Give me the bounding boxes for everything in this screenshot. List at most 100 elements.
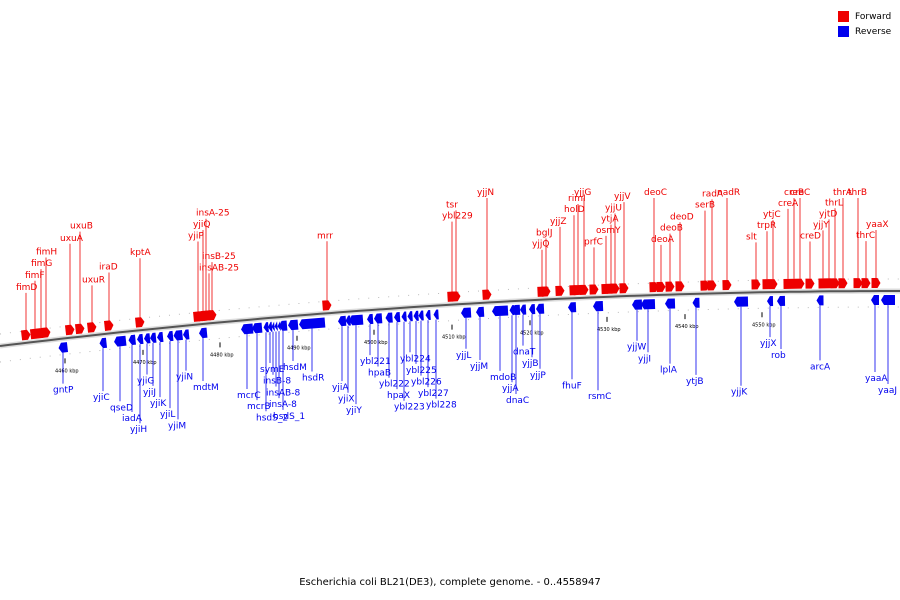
reverse-gene [641,299,656,310]
forward-gene-arrow [322,300,332,311]
reverse-gene-arrow [268,321,273,332]
reverse-gene-arrow [167,330,174,342]
reverse-gene [299,317,326,330]
reverse-gene [137,333,144,345]
reverse-gene-arrow [641,299,656,310]
forward-guide-line [0,278,900,335]
forward-gene-label: deoA [651,235,675,245]
reverse-gene-label: hsdS_1 [273,412,305,422]
forward-gene-arrow [74,323,85,335]
reverse-gene-label: fhuF [562,381,582,391]
reverse-swatch [838,26,849,37]
forward-gene [722,279,732,291]
forward-gene [853,278,863,289]
forward-gene-label: trpR [757,221,776,231]
reverse-gene-label: yjjX [760,339,777,349]
reverse-gene-arrow [665,298,676,309]
forward-gene-label: rimI [568,194,586,204]
reverse-gene [114,335,127,347]
tick-label: 4550 kbp [752,322,776,328]
reverse-gene [881,294,896,306]
forward-gene-label: yjtD [819,209,837,219]
reverse-gene-label: symE [260,365,285,375]
forward-gene-arrow [541,286,551,297]
forward-gene [665,281,675,292]
reverse-gene-arrow [241,323,254,335]
legend-reverse: Reverse [838,24,891,39]
reverse-gene-arrow [734,296,749,307]
forward-gene [20,329,31,341]
forward-gene-arrow [656,281,666,293]
reverse-gene-label: yjiN [176,373,193,383]
tick-label: 4500 kbp [364,340,388,346]
reverse-gene [349,314,364,326]
tick-label: 4490 kbp [287,346,311,352]
forward-gene-label: fimF [25,271,45,281]
forward-gene-arrow [207,309,217,321]
reverse-gene-label: yjiM [168,421,186,431]
reverse-gene [274,321,278,332]
forward-gene-arrow [707,280,717,291]
reverse-gene [568,302,577,313]
forward-gene-label: thrA [833,188,853,198]
reverse-gene-arrow [418,310,424,321]
reverse-gene [461,307,472,318]
forward-gene [555,285,565,297]
reverse-gene [150,332,157,343]
forward-swatch [838,11,849,22]
reverse-gene-arrow [425,309,431,321]
reverse-gene [263,322,269,333]
forward-gene-arrow [20,329,31,341]
reverse-gene-label: hsdS_2 [256,413,288,423]
reverse-gene-label: rsmC [588,392,611,402]
reverse-gene-arrow [385,312,393,323]
reverse-gene [407,311,413,322]
reverse-gene-arrow [114,335,127,347]
reverse-gene-label: yjjW [627,343,646,353]
reverse-gene [157,331,164,343]
reverse-gene-arrow [692,297,700,308]
reverse-gene-label: hpaB [368,369,391,379]
forward-gene-arrow [103,320,114,331]
forward-gene-label: deoC [644,188,667,198]
forward-gene-arrow [482,289,492,300]
reverse-gene-arrow [173,329,183,341]
forward-gene-label: uxuB [70,222,93,232]
forward-gene [795,278,805,289]
reverse-gene-arrow [536,303,545,314]
reverse-gene-label: yjjA [502,384,519,394]
forward-gene-label: fimG [31,259,52,269]
reverse-gene [374,313,383,324]
forward-gene-label: creD [800,232,821,242]
tick-label: 4480 kbp [210,352,234,358]
reverse-gene-label: yjjK [731,388,748,398]
reverse-gene [734,296,749,307]
forward-gene-label: yjjN [477,188,494,198]
reverse-gene-arrow [401,311,407,322]
reverse-gene [385,312,393,323]
reverse-gene-label: ybl222 [379,380,410,390]
reverse-gene-label: yjiY [346,406,362,416]
reverse-gene-label: yjiH [130,425,147,435]
reverse-gene-arrow [632,299,643,310]
reverse-gene-label: ybl223 [394,403,425,413]
reverse-gene-arrow [374,313,383,324]
reverse-guide-line [0,306,900,363]
reverse-gene-arrow [593,300,604,312]
reverse-gene-label: yjiJ [143,388,156,398]
reverse-gene [394,312,401,323]
map-caption: Escherichia coli BL21(DE3), complete gen… [299,577,601,588]
forward-gene-label: radA [702,189,724,199]
forward-gene-label: insAB-25 [199,263,239,273]
reverse-gene-arrow [413,310,419,321]
reverse-gene [99,337,108,349]
reverse-gene-label: ytjB [686,377,704,387]
forward-gene [40,327,51,338]
forward-gene-arrow [589,284,599,295]
forward-gene [610,283,620,294]
reverse-gene-label: mdoB [490,373,516,383]
forward-gene-label: ybl229 [442,212,473,222]
reverse-gene-label: gntP [53,386,74,396]
forward-gene-label: insA-25 [196,209,230,219]
